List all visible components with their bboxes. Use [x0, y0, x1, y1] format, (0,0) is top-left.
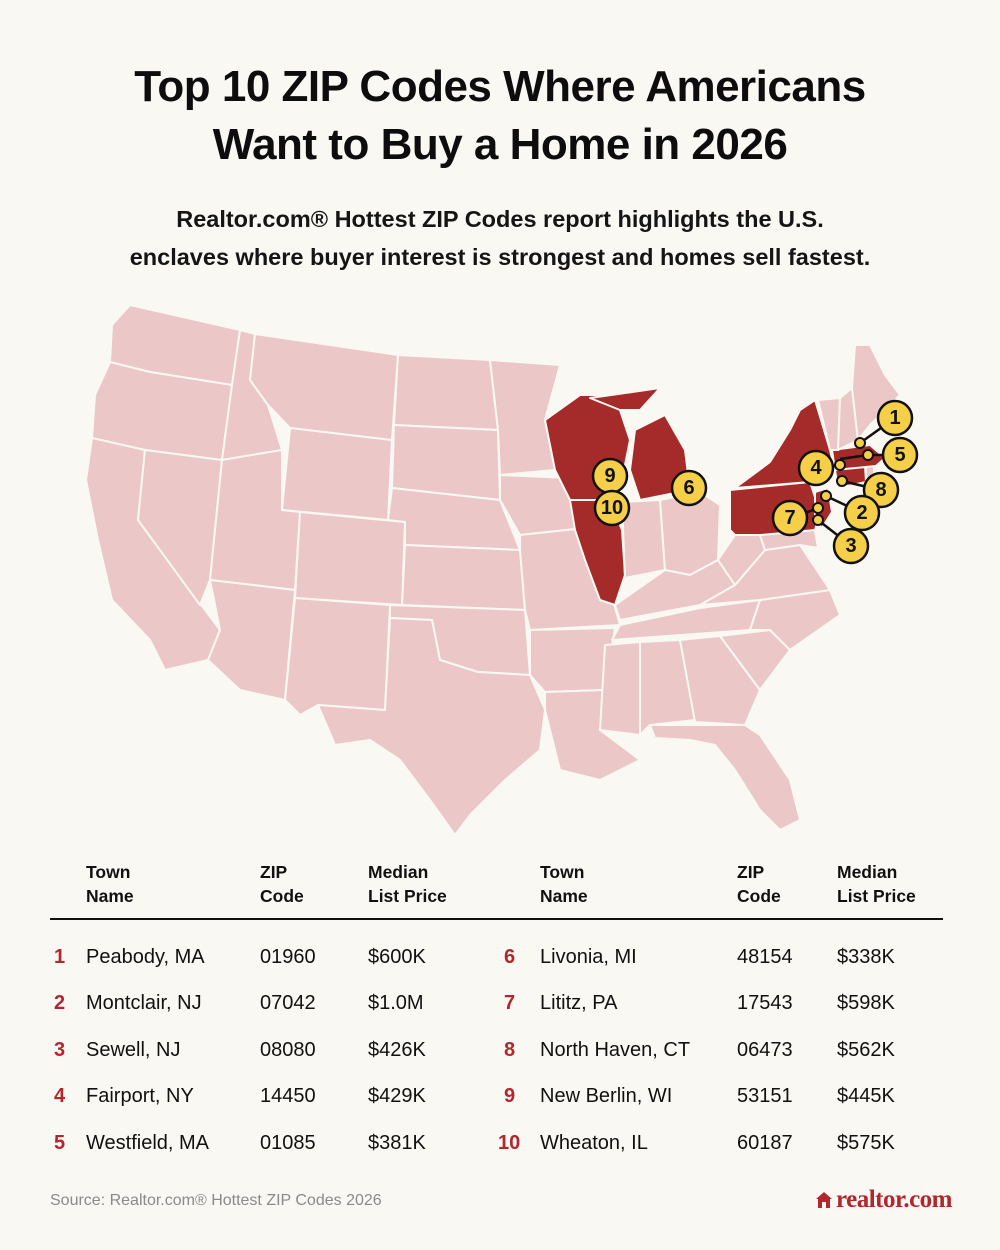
rank: 2 [54, 992, 66, 1014]
marker-badge-3: 3 [832, 527, 870, 565]
town-name: Lititz, PA [540, 992, 618, 1014]
page-title: Top 10 ZIP Codes Where Americans Want to… [0, 58, 1000, 174]
marker-dot-5 [862, 449, 874, 461]
page-subtitle: Realtor.com® Hottest ZIP Codes report hi… [0, 200, 1000, 276]
source-note: Source: Realtor.com® Hottest ZIP Codes 2… [50, 1192, 382, 1209]
state-al [639, 639, 696, 736]
rank: 5 [54, 1132, 66, 1154]
marker-badge-4: 4 [797, 449, 835, 487]
header-price-left: Median List Price [368, 862, 447, 906]
logo-text: realtor.com [836, 1186, 952, 1213]
median-price: $575K [837, 1132, 895, 1154]
subtitle-line-2: enclaves where buyer interest is stronge… [129, 244, 871, 270]
state-ms [599, 641, 641, 736]
town-name: Montclair, NJ [86, 992, 202, 1014]
state-wy [281, 427, 393, 521]
median-price: $562K [837, 1039, 895, 1061]
zip-code: 07042 [260, 992, 316, 1014]
svg-text:10: 10 [601, 497, 623, 519]
state-ga [679, 635, 761, 726]
rank: 4 [54, 1085, 66, 1107]
rank: 10 [498, 1132, 521, 1154]
median-price: $445K [837, 1085, 895, 1107]
median-price: $1.0M [368, 992, 424, 1014]
marker-badge-2: 2 [843, 494, 881, 532]
marker-dot-8 [836, 475, 848, 487]
state-fl [649, 724, 801, 831]
marker-badge-6: 6 [670, 469, 708, 507]
table-divider [50, 918, 943, 920]
us-map: 1 5 4 8 2 7 3 6 9 10 [85, 304, 919, 836]
header-zip-left: ZIP Code [260, 862, 304, 906]
state-nv [137, 449, 223, 606]
state-co [294, 511, 406, 606]
rank: 8 [504, 1039, 516, 1061]
rank: 1 [54, 946, 66, 968]
realtor-logo[interactable]: realtor.com [815, 1186, 952, 1214]
zip-code: 01960 [260, 946, 316, 968]
marker-badge-8: 8 [862, 471, 900, 509]
svg-text:3: 3 [845, 535, 856, 557]
state-sd [391, 424, 501, 501]
town-name: Fairport, NY [86, 1085, 194, 1107]
zip-code: 01085 [260, 1132, 316, 1154]
title-line-2: Want to Buy a Home in 2026 [212, 120, 788, 169]
marker-badge-9: 9 [591, 457, 629, 495]
zip-code: 53151 [737, 1085, 793, 1107]
median-price: $429K [368, 1085, 426, 1107]
marker-badge-7: 7 [771, 499, 809, 537]
zip-code: 06473 [737, 1039, 793, 1061]
svg-text:2: 2 [856, 502, 867, 524]
svg-text:8: 8 [875, 479, 886, 501]
rank: 7 [504, 992, 516, 1014]
marker-badge-10: 10 [593, 489, 631, 527]
median-price: $600K [368, 946, 426, 968]
town-name: Livonia, MI [540, 946, 637, 968]
svg-text:1: 1 [889, 407, 900, 429]
svg-text:5: 5 [894, 444, 905, 466]
svg-text:7: 7 [784, 507, 795, 529]
marker-dot-3 [812, 514, 824, 526]
zip-code: 60187 [737, 1132, 793, 1154]
subtitle-line-1: Realtor.com® Hottest ZIP Codes report hi… [176, 206, 824, 232]
marker-dot-7 [812, 502, 824, 514]
median-price: $381K [368, 1132, 426, 1154]
state-ks [401, 544, 526, 611]
rank: 6 [504, 946, 516, 968]
marker-dot-4 [834, 459, 846, 471]
house-icon [816, 1192, 832, 1208]
marker-dot-2 [820, 490, 832, 502]
header-town-left: Town Name [86, 862, 134, 906]
svg-text:9: 9 [604, 465, 615, 487]
state-az [207, 579, 296, 701]
header-town-right: Town Name [540, 862, 588, 906]
svg-text:4: 4 [810, 457, 822, 479]
zip-code: 17543 [737, 992, 793, 1014]
marker-badge-1: 1 [876, 399, 914, 437]
title-line-1: Top 10 ZIP Codes Where Americans [134, 62, 866, 111]
rank: 9 [504, 1085, 516, 1107]
median-price: $338K [837, 946, 895, 968]
zip-code: 08080 [260, 1039, 316, 1061]
zip-code: 48154 [737, 946, 793, 968]
state-nm [284, 597, 391, 716]
zip-code: 14450 [260, 1085, 316, 1107]
median-price: $426K [368, 1039, 426, 1061]
marker-dot-1 [854, 437, 866, 449]
median-price: $598K [837, 992, 895, 1014]
town-name: Wheaton, IL [540, 1132, 648, 1154]
state-nd [393, 354, 499, 431]
state-tx [317, 617, 546, 836]
town-name: Westfield, MA [86, 1132, 209, 1154]
header-zip-right: ZIP Code [737, 862, 781, 906]
town-name: Sewell, NJ [86, 1039, 181, 1061]
header-price-right: Median List Price [837, 862, 916, 906]
town-name: New Berlin, WI [540, 1085, 673, 1107]
rank: 3 [54, 1039, 66, 1061]
marker-badge-5: 5 [881, 436, 919, 474]
town-name: North Haven, CT [540, 1039, 691, 1061]
svg-text:6: 6 [683, 477, 694, 499]
town-name: Peabody, MA [86, 946, 205, 968]
